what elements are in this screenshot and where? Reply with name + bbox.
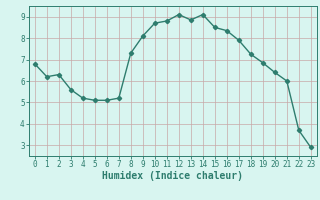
X-axis label: Humidex (Indice chaleur): Humidex (Indice chaleur) [102, 171, 243, 181]
